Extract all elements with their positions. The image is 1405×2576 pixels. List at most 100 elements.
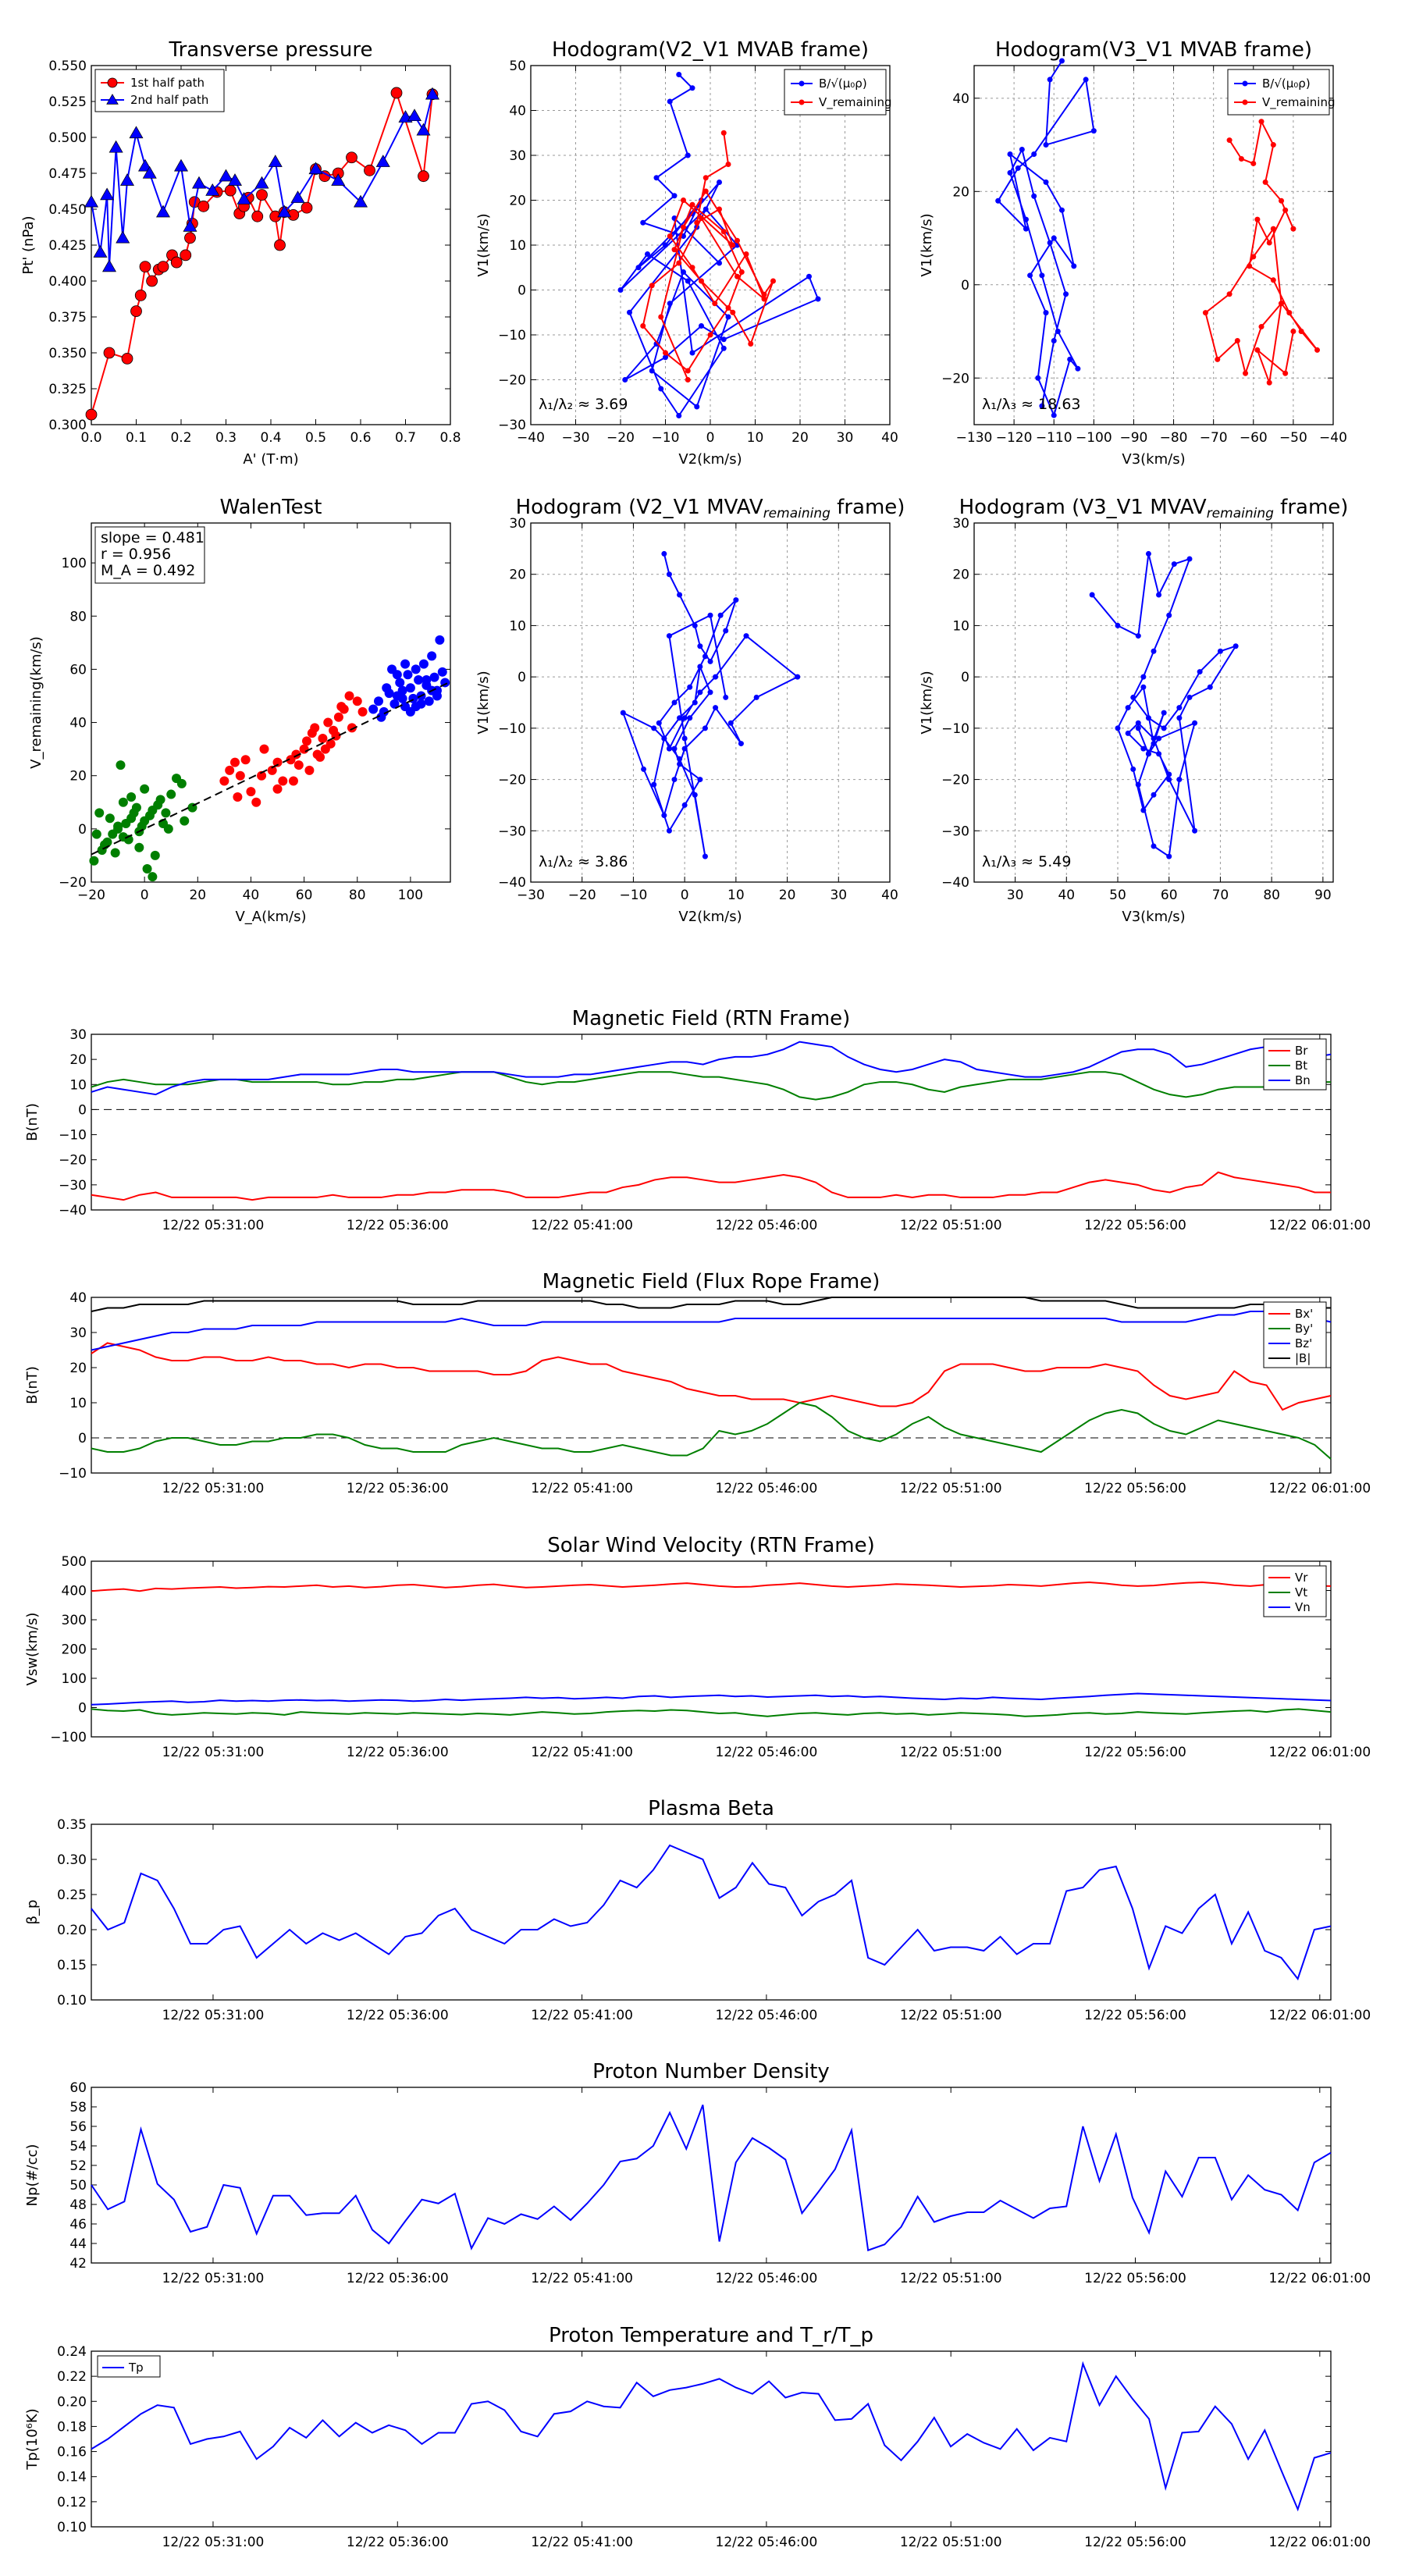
- data-point: [142, 863, 152, 873]
- data-point: [699, 323, 704, 329]
- data-point: [689, 350, 695, 356]
- data-point: [346, 151, 357, 164]
- data-point: [389, 699, 400, 709]
- series-line: [91, 2361, 1332, 2512]
- chart-title: Hodogram(V2_V1 MVAB frame): [552, 38, 869, 62]
- x-tick-label: 12/22 05:51:00: [900, 1218, 1002, 1233]
- chart-title: Plasma Beta: [648, 1797, 774, 1820]
- y-tick-label: 60: [69, 662, 87, 678]
- x-tick-label: 0.0: [80, 430, 101, 446]
- x-axis-label: V2(km/s): [678, 451, 742, 468]
- data-point: [146, 275, 158, 287]
- series-line: [91, 1401, 1332, 1460]
- data-point: [333, 712, 343, 722]
- data-point: [1290, 226, 1297, 232]
- x-tick-label: 100: [398, 888, 423, 903]
- data-point: [702, 853, 708, 859]
- data-point: [1071, 263, 1077, 269]
- data-point: [770, 278, 776, 284]
- data-point: [1023, 226, 1029, 232]
- data-point: [702, 653, 708, 660]
- data-point: [107, 77, 118, 88]
- y-tick-label: 0.550: [48, 59, 87, 74]
- data-point: [1027, 272, 1033, 279]
- y-tick-label: 30: [69, 1325, 87, 1341]
- data-point: [1290, 329, 1297, 335]
- series-line: [997, 60, 1095, 418]
- data-point: [676, 72, 682, 77]
- plot-frame: [91, 522, 451, 883]
- x-tick-label: 90: [1314, 888, 1332, 903]
- data-point: [720, 336, 727, 343]
- data-point: [272, 784, 283, 794]
- data-point: [692, 792, 698, 798]
- data-point: [651, 781, 657, 788]
- y-axis-label: Np(#/cc): [24, 2144, 41, 2207]
- legend: 1st half path 2nd half path: [94, 69, 225, 112]
- data-point: [689, 265, 695, 271]
- data-point: [1151, 792, 1157, 798]
- data-point: [336, 702, 347, 712]
- data-point: [1266, 240, 1272, 246]
- data-point: [395, 678, 405, 688]
- y-tick-label: −10: [498, 328, 526, 343]
- chart-timeseries: 42 44 46 48 50 52 54 56 58 60 12/22 05:31:00 12/22 …: [24, 2060, 1371, 2286]
- data-point: [392, 670, 402, 680]
- data-point: [658, 314, 664, 320]
- data-point: [666, 571, 672, 578]
- data-point: [677, 761, 683, 767]
- data-point: [116, 230, 130, 244]
- series-line: [91, 1071, 1331, 1101]
- data-point: [424, 696, 434, 706]
- data-point: [1058, 58, 1065, 64]
- data-point: [166, 789, 176, 799]
- y-tick-label: 52: [69, 2158, 87, 2174]
- y-tick-label: 500: [62, 1554, 87, 1570]
- series-line: [1091, 553, 1238, 858]
- y-tick-label: 30: [69, 1027, 87, 1043]
- data-point: [150, 850, 160, 860]
- plot-frame: [91, 1297, 1332, 1474]
- y-tick-label: 30: [952, 516, 969, 532]
- x-tick-label: −110: [1036, 430, 1072, 446]
- stats-frame: [94, 526, 205, 584]
- data-point: [1258, 324, 1264, 330]
- x-tick-label: −70: [1200, 430, 1228, 446]
- legend-label: Vn: [1295, 1600, 1311, 1614]
- data-point: [697, 689, 703, 696]
- data-point: [697, 664, 703, 670]
- legend-label: Tp: [128, 2361, 144, 2375]
- x-tick-label: 12/22 05:46:00: [716, 1481, 818, 1496]
- x-tick-label: 60: [1161, 888, 1178, 903]
- x-axis-label: V3(km/s): [1122, 451, 1185, 468]
- data-point: [310, 723, 320, 733]
- x-tick-label: 12/22 06:01:00: [1268, 2271, 1371, 2286]
- y-tick-label: 30: [509, 516, 526, 532]
- legend-label: 1st half path: [130, 76, 205, 90]
- data-point: [105, 813, 115, 824]
- y-axis-label: β_p: [24, 1900, 41, 1925]
- y-tick-label: 0.35: [57, 1817, 87, 1833]
- legend-label: Bz': [1295, 1336, 1312, 1350]
- data-point: [290, 190, 305, 203]
- data-point: [733, 597, 739, 603]
- data-point: [735, 273, 740, 279]
- plot-frame: [530, 65, 891, 425]
- data-point: [1279, 301, 1285, 307]
- data-point: [1270, 226, 1276, 232]
- data-point: [1007, 151, 1013, 158]
- data-point: [405, 683, 415, 693]
- data-point: [1090, 128, 1097, 134]
- data-point: [180, 249, 192, 262]
- x-tick-label: 12/22 05:56:00: [1084, 1481, 1186, 1496]
- chart-timeseries: 0.10 0.12 0.14 0.16 0.18 0.20 0.22 0.24 12/22 05…: [24, 2324, 1371, 2550]
- x-tick-label: 30: [1007, 888, 1024, 903]
- y-tick-label: 0.300: [48, 418, 87, 433]
- x-tick-label: 50: [1109, 888, 1126, 903]
- y-tick-label: 40: [69, 1290, 87, 1306]
- data-point: [1197, 669, 1203, 675]
- data-point: [318, 734, 328, 743]
- y-tick-label: 0: [518, 283, 526, 299]
- series-line: [91, 1581, 1332, 1592]
- eigen-ratio-label: λ₁/λ₃ ≈ 18.63: [982, 396, 1081, 413]
